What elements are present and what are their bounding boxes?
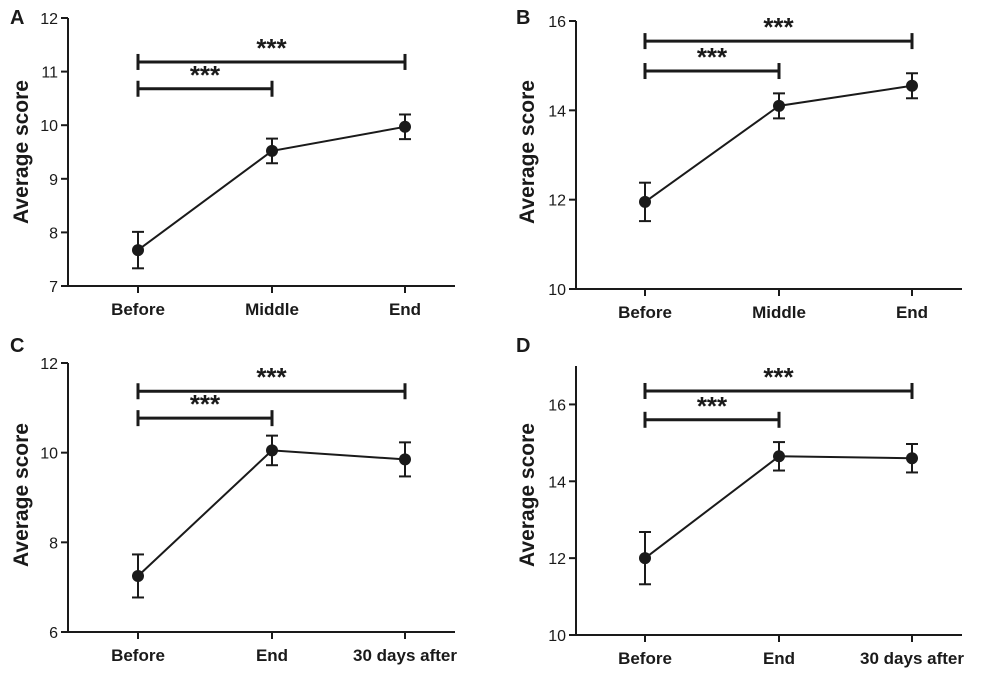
y-tick-label: 16 bbox=[548, 14, 566, 31]
y-axis-label: Average score bbox=[516, 423, 539, 567]
panel-label: D bbox=[516, 335, 530, 357]
data-point bbox=[266, 444, 278, 457]
data-point bbox=[639, 552, 651, 565]
data-point bbox=[639, 195, 651, 208]
significance-label: *** bbox=[256, 362, 287, 392]
y-tick-label: 10 bbox=[548, 628, 566, 645]
series-line bbox=[644, 455, 913, 559]
significance-label: *** bbox=[697, 42, 728, 72]
data-point bbox=[906, 79, 918, 92]
y-axis-label: Average score bbox=[516, 80, 539, 224]
y-tick-label: 10 bbox=[548, 282, 566, 299]
data-point bbox=[773, 99, 785, 112]
y-tick-label: 12 bbox=[548, 551, 566, 568]
panel-label: C bbox=[10, 335, 24, 357]
panel-b: B Average score 10 12 14 16 Before Middle End ***… bbox=[516, 7, 962, 322]
data-point bbox=[266, 144, 278, 157]
y-tick-label: 14 bbox=[548, 474, 566, 491]
significance-label: *** bbox=[763, 12, 794, 42]
x-tick-label: End bbox=[256, 646, 288, 665]
y-tick-label: 6 bbox=[49, 625, 58, 642]
y-axis-label: Average score bbox=[10, 423, 33, 567]
x-tick-label: 30 days after bbox=[860, 649, 964, 668]
significance-label: *** bbox=[190, 60, 221, 90]
data-point bbox=[399, 120, 411, 133]
x-tick-label: Before bbox=[111, 646, 165, 665]
y-tick-label: 14 bbox=[548, 103, 566, 120]
x-tick-label: 30 days after bbox=[353, 646, 457, 665]
panel-d: D Average score 10 12 14 16 Before End 30 days a… bbox=[516, 335, 964, 668]
panel-a: A Average score 7 8 9 10 11 12 Before Middle End **… bbox=[10, 7, 455, 319]
panel-label: B bbox=[516, 7, 530, 29]
y-axis-label: Average score bbox=[10, 80, 33, 224]
significance-label: *** bbox=[697, 391, 728, 421]
y-tick-label: 8 bbox=[49, 535, 58, 552]
data-point bbox=[906, 452, 918, 465]
significance-label: *** bbox=[763, 362, 794, 392]
panel-c: C Average score 6 8 10 12 Before End 30 days aft… bbox=[10, 335, 457, 665]
x-tick-label: Middle bbox=[752, 303, 806, 322]
y-tick-label: 11 bbox=[41, 65, 58, 82]
x-tick-label: End bbox=[389, 300, 421, 319]
y-tick-label: 10 bbox=[40, 118, 58, 135]
x-tick-label: End bbox=[763, 649, 795, 668]
data-point bbox=[132, 569, 144, 582]
y-tick-label: 8 bbox=[49, 225, 58, 242]
y-tick-label: 12 bbox=[548, 193, 566, 210]
x-tick-label: Middle bbox=[245, 300, 299, 319]
significance-label: *** bbox=[190, 389, 221, 419]
panel-label: A bbox=[10, 7, 24, 29]
series-line bbox=[137, 449, 406, 577]
x-tick-label: Before bbox=[618, 649, 672, 668]
data-point bbox=[399, 453, 411, 466]
data-point bbox=[132, 244, 144, 257]
y-tick-label: 16 bbox=[548, 397, 566, 414]
x-tick-label: Before bbox=[618, 303, 672, 322]
y-tick-label: 12 bbox=[40, 356, 58, 373]
x-tick-label: End bbox=[896, 303, 928, 322]
x-tick-label: Before bbox=[111, 300, 165, 319]
y-tick-label: 7 bbox=[49, 279, 58, 296]
y-tick-label: 12 bbox=[40, 11, 58, 28]
significance-label: *** bbox=[256, 33, 287, 63]
y-tick-label: 9 bbox=[49, 172, 58, 189]
data-point bbox=[773, 450, 785, 463]
y-tick-label: 10 bbox=[40, 446, 58, 463]
